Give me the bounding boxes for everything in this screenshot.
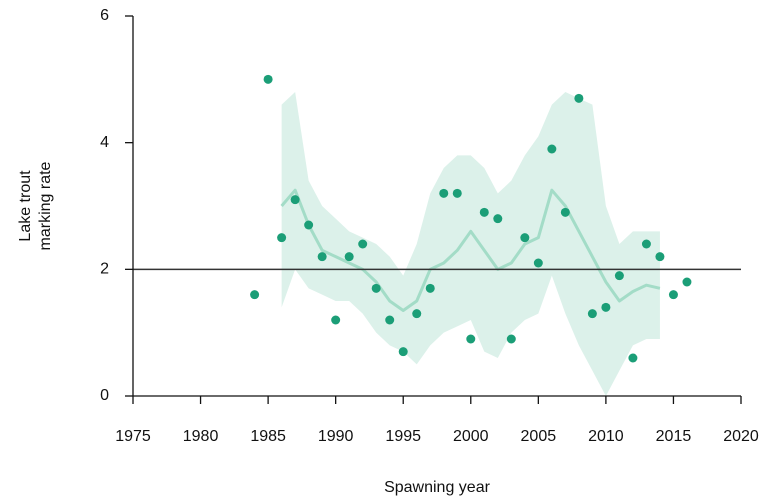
data-point bbox=[263, 74, 273, 84]
y-tick-label: 4 bbox=[100, 134, 109, 151]
data-point bbox=[277, 233, 287, 243]
data-point bbox=[587, 309, 597, 319]
data-point bbox=[304, 220, 314, 230]
data-point bbox=[533, 258, 543, 268]
y-tick-label: 0 bbox=[100, 387, 109, 404]
x-tick-label: 1985 bbox=[250, 428, 286, 445]
data-point bbox=[358, 239, 368, 249]
data-point bbox=[682, 277, 692, 287]
data-point bbox=[601, 302, 611, 312]
x-tick-label: 2020 bbox=[723, 428, 759, 445]
data-point bbox=[290, 195, 300, 205]
y-axis-label: marking rate bbox=[37, 161, 54, 250]
data-point bbox=[628, 353, 638, 363]
data-point bbox=[331, 315, 341, 325]
data-point bbox=[668, 290, 678, 300]
y-axis-label: Lake trout bbox=[17, 170, 34, 242]
y-tick-label: 6 bbox=[100, 7, 109, 24]
x-tick-label: 1980 bbox=[183, 428, 219, 445]
data-point bbox=[547, 144, 557, 154]
data-point bbox=[344, 252, 354, 262]
data-point bbox=[466, 334, 476, 344]
data-point bbox=[385, 315, 395, 325]
data-point bbox=[479, 207, 489, 217]
y-tick-label: 2 bbox=[100, 261, 109, 278]
data-point bbox=[317, 252, 327, 262]
data-point bbox=[398, 347, 408, 357]
data-point bbox=[574, 93, 584, 103]
data-point bbox=[425, 283, 435, 293]
data-point bbox=[439, 188, 449, 198]
data-point bbox=[452, 188, 462, 198]
data-point bbox=[641, 239, 651, 249]
confidence-band bbox=[281, 92, 660, 396]
data-point bbox=[614, 271, 624, 281]
x-tick-label: 2015 bbox=[656, 428, 692, 445]
x-tick-label: 1990 bbox=[318, 428, 354, 445]
data-point bbox=[493, 214, 503, 224]
x-tick-label: 1975 bbox=[115, 428, 151, 445]
x-tick-label: 2000 bbox=[453, 428, 489, 445]
data-point bbox=[371, 283, 381, 293]
x-tick-label: 2005 bbox=[521, 428, 557, 445]
data-point bbox=[560, 207, 570, 217]
x-tick-label: 2010 bbox=[588, 428, 624, 445]
data-point bbox=[655, 252, 665, 262]
data-point bbox=[520, 233, 530, 243]
data-point bbox=[506, 334, 516, 344]
smooth-line bbox=[280, 188, 661, 312]
x-tick-label: 1995 bbox=[385, 428, 421, 445]
data-point bbox=[250, 290, 260, 300]
data-point bbox=[412, 309, 422, 319]
x-axis-label: Spawning year bbox=[384, 479, 491, 496]
